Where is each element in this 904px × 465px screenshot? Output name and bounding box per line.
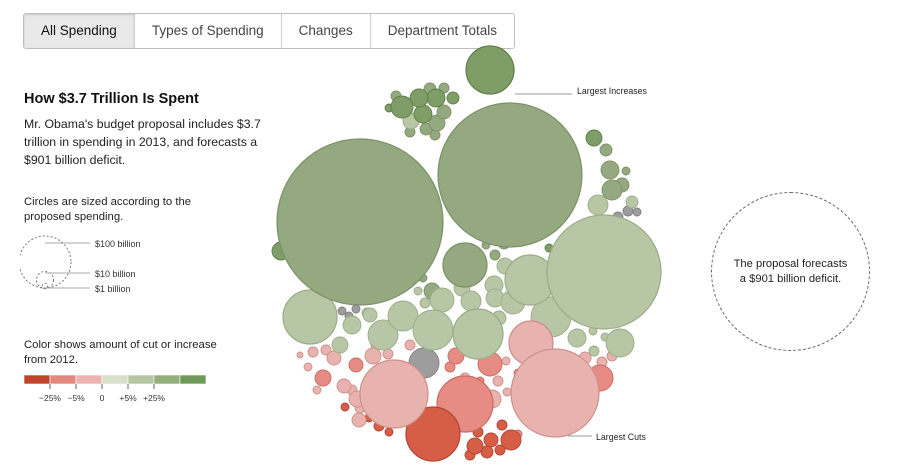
spending-bubble[interactable] bbox=[331, 336, 349, 354]
color-legend-label: +5% bbox=[119, 393, 137, 403]
color-legend-label: 0 bbox=[100, 393, 105, 403]
size-legend-label-1b: $1 billion bbox=[95, 284, 131, 294]
spending-bubble[interactable] bbox=[413, 104, 433, 124]
color-legend-note: Color shows amount of cut or increase fr… bbox=[24, 339, 217, 366]
spending-bubble[interactable] bbox=[442, 242, 488, 288]
tab-types-of-spending[interactable]: Types of Spending bbox=[133, 14, 281, 48]
spending-bubble[interactable] bbox=[632, 207, 642, 217]
spending-bubble[interactable] bbox=[500, 429, 522, 451]
spending-bubble[interactable] bbox=[428, 114, 446, 132]
spending-bubble[interactable] bbox=[326, 350, 342, 366]
spending-bubble[interactable] bbox=[348, 357, 364, 373]
largest-cuts-label: Largest Cuts bbox=[596, 432, 646, 442]
tab-changes[interactable]: Changes bbox=[280, 14, 370, 48]
spending-bubble[interactable] bbox=[621, 166, 631, 176]
spending-bubble[interactable] bbox=[362, 307, 378, 323]
size-legend-circle-1b bbox=[41, 282, 49, 290]
spending-bubble[interactable] bbox=[359, 359, 429, 429]
spending-bubble[interactable] bbox=[307, 346, 319, 358]
color-legend-swatch bbox=[179, 375, 207, 385]
summary-text: Mr. Obama's budget proposal includes $3.… bbox=[24, 117, 261, 167]
spending-bubble[interactable] bbox=[367, 319, 399, 351]
spending-bubble[interactable] bbox=[492, 375, 504, 387]
spending-bubble[interactable] bbox=[419, 297, 431, 309]
spending-bubble[interactable] bbox=[585, 129, 603, 147]
size-legend-label-10b: $10 billion bbox=[95, 269, 136, 279]
spending-bubble[interactable] bbox=[404, 339, 416, 351]
spending-bubble[interactable] bbox=[412, 309, 454, 351]
spending-bubble[interactable] bbox=[384, 427, 394, 437]
view-tabs: All Spending Types of Spending Changes D… bbox=[23, 13, 516, 49]
largest-increases-label: Largest Increases bbox=[577, 86, 648, 96]
spending-bubble[interactable] bbox=[567, 328, 587, 348]
spending-bubble[interactable] bbox=[351, 304, 361, 314]
tab-department-totals[interactable]: Department Totals bbox=[369, 14, 515, 48]
tab-all-spending[interactable]: All Spending bbox=[24, 14, 134, 48]
spending-bubble[interactable] bbox=[436, 104, 452, 120]
size-legend-label-100b: $100 billion bbox=[95, 239, 141, 249]
size-legend-note: Circles are sized according to the propo… bbox=[24, 196, 192, 223]
spending-bubble[interactable] bbox=[342, 315, 362, 335]
spending-bubble[interactable] bbox=[382, 348, 394, 360]
spending-bubble[interactable] bbox=[600, 160, 620, 180]
spending-bubble[interactable] bbox=[489, 249, 501, 261]
spending-bubble[interactable] bbox=[405, 406, 461, 462]
color-legend: −25% −5% 0 +5% +25% bbox=[24, 375, 207, 403]
spending-bubble[interactable] bbox=[483, 432, 499, 448]
spending-bubble[interactable] bbox=[452, 308, 504, 360]
spending-bubble[interactable] bbox=[409, 88, 429, 108]
spending-bubble[interactable] bbox=[446, 91, 460, 105]
deficit-circle: The proposal forecasts a $901 billion de… bbox=[711, 192, 870, 351]
spending-bubble[interactable] bbox=[625, 195, 639, 209]
color-legend-label: −25% bbox=[39, 393, 61, 403]
spending-bubble[interactable] bbox=[546, 214, 662, 330]
spending-bubble[interactable] bbox=[501, 356, 511, 366]
color-legend-label: +25% bbox=[143, 393, 165, 403]
spending-bubble[interactable] bbox=[303, 362, 313, 372]
spending-bubble[interactable] bbox=[429, 287, 455, 313]
spending-bubble[interactable] bbox=[336, 378, 352, 394]
spending-bubble[interactable] bbox=[387, 300, 419, 332]
spending-bubble[interactable] bbox=[587, 194, 609, 216]
spending-bubble[interactable] bbox=[599, 143, 613, 157]
spending-bubble[interactable] bbox=[390, 95, 414, 119]
spending-bubble[interactable] bbox=[494, 444, 506, 456]
spending-bubble[interactable] bbox=[364, 347, 382, 365]
spending-bubble[interactable] bbox=[312, 385, 322, 395]
spending-bubble[interactable] bbox=[413, 286, 423, 296]
spending-bubble[interactable] bbox=[320, 344, 332, 356]
spending-bubble[interactable] bbox=[314, 369, 332, 387]
spending-bubble[interactable] bbox=[601, 179, 623, 201]
spending-bubble[interactable] bbox=[502, 387, 512, 397]
spending-bubble[interactable] bbox=[340, 402, 350, 412]
spending-bubble[interactable] bbox=[426, 88, 446, 108]
color-legend-label: −5% bbox=[67, 393, 85, 403]
spending-bubble[interactable] bbox=[605, 328, 635, 358]
page-title: How $3.7 Trillion Is Spent bbox=[24, 91, 199, 107]
spending-bubble[interactable] bbox=[282, 289, 338, 345]
size-legend: $100 billion $10 billion $1 billion bbox=[20, 235, 141, 294]
spending-bubble[interactable] bbox=[296, 351, 304, 359]
spending-bubble[interactable] bbox=[351, 412, 367, 428]
spending-bubble[interactable] bbox=[466, 437, 484, 455]
spending-bubble[interactable] bbox=[465, 45, 515, 95]
spending-bubble[interactable] bbox=[510, 348, 600, 438]
spending-bubble[interactable] bbox=[337, 306, 347, 316]
spending-bubble[interactable] bbox=[276, 138, 444, 306]
spending-bubble[interactable] bbox=[444, 361, 456, 373]
deficit-text: The proposal forecasts a $901 billion de… bbox=[733, 257, 848, 285]
spending-bubble[interactable] bbox=[437, 102, 583, 248]
spending-bubble[interactable] bbox=[460, 290, 482, 312]
spending-bubble[interactable] bbox=[496, 419, 508, 431]
spending-bubble[interactable] bbox=[588, 345, 600, 357]
